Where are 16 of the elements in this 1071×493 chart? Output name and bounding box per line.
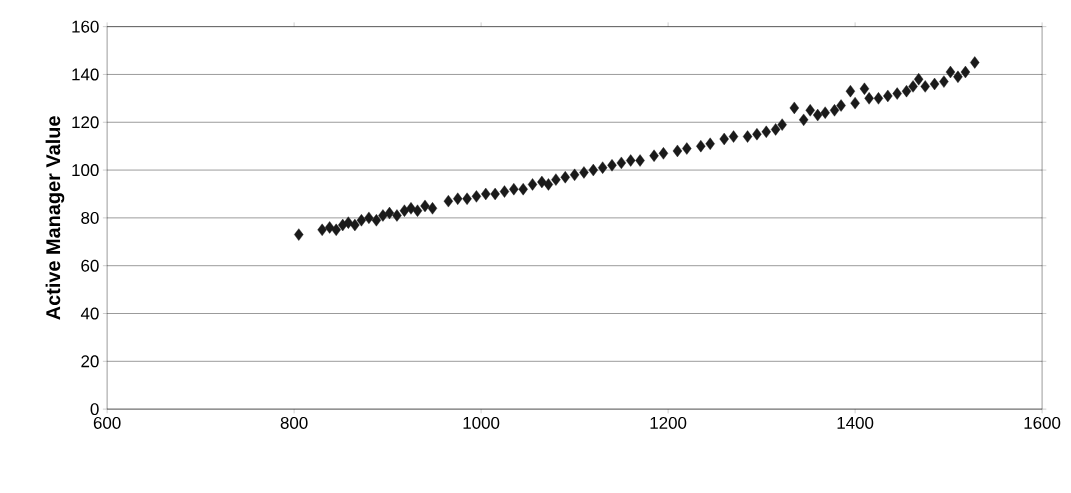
y-axis-title: Active Manager Value <box>45 116 65 320</box>
y-tick-label: 40 <box>80 307 99 320</box>
x-tick-label: 1200 <box>650 416 687 429</box>
y-tick-label: 80 <box>81 211 99 224</box>
x-tick-label: 1000 <box>463 416 500 429</box>
y-tick-label: 20 <box>81 355 99 368</box>
y-tick-label: 0 <box>90 403 99 416</box>
x-tick-label: 1400 <box>837 416 874 429</box>
y-tick-label: 160 <box>72 20 99 33</box>
y-tick-label: 100 <box>72 164 99 177</box>
y-tick-label: 140 <box>72 68 99 81</box>
y-tick-label: 60 <box>81 259 99 272</box>
x-tick-label: 800 <box>280 416 308 429</box>
x-tick-label: 1600 <box>1024 416 1061 429</box>
y-tick-label: 120 <box>72 116 99 129</box>
x-tick-label: 600 <box>93 416 121 429</box>
